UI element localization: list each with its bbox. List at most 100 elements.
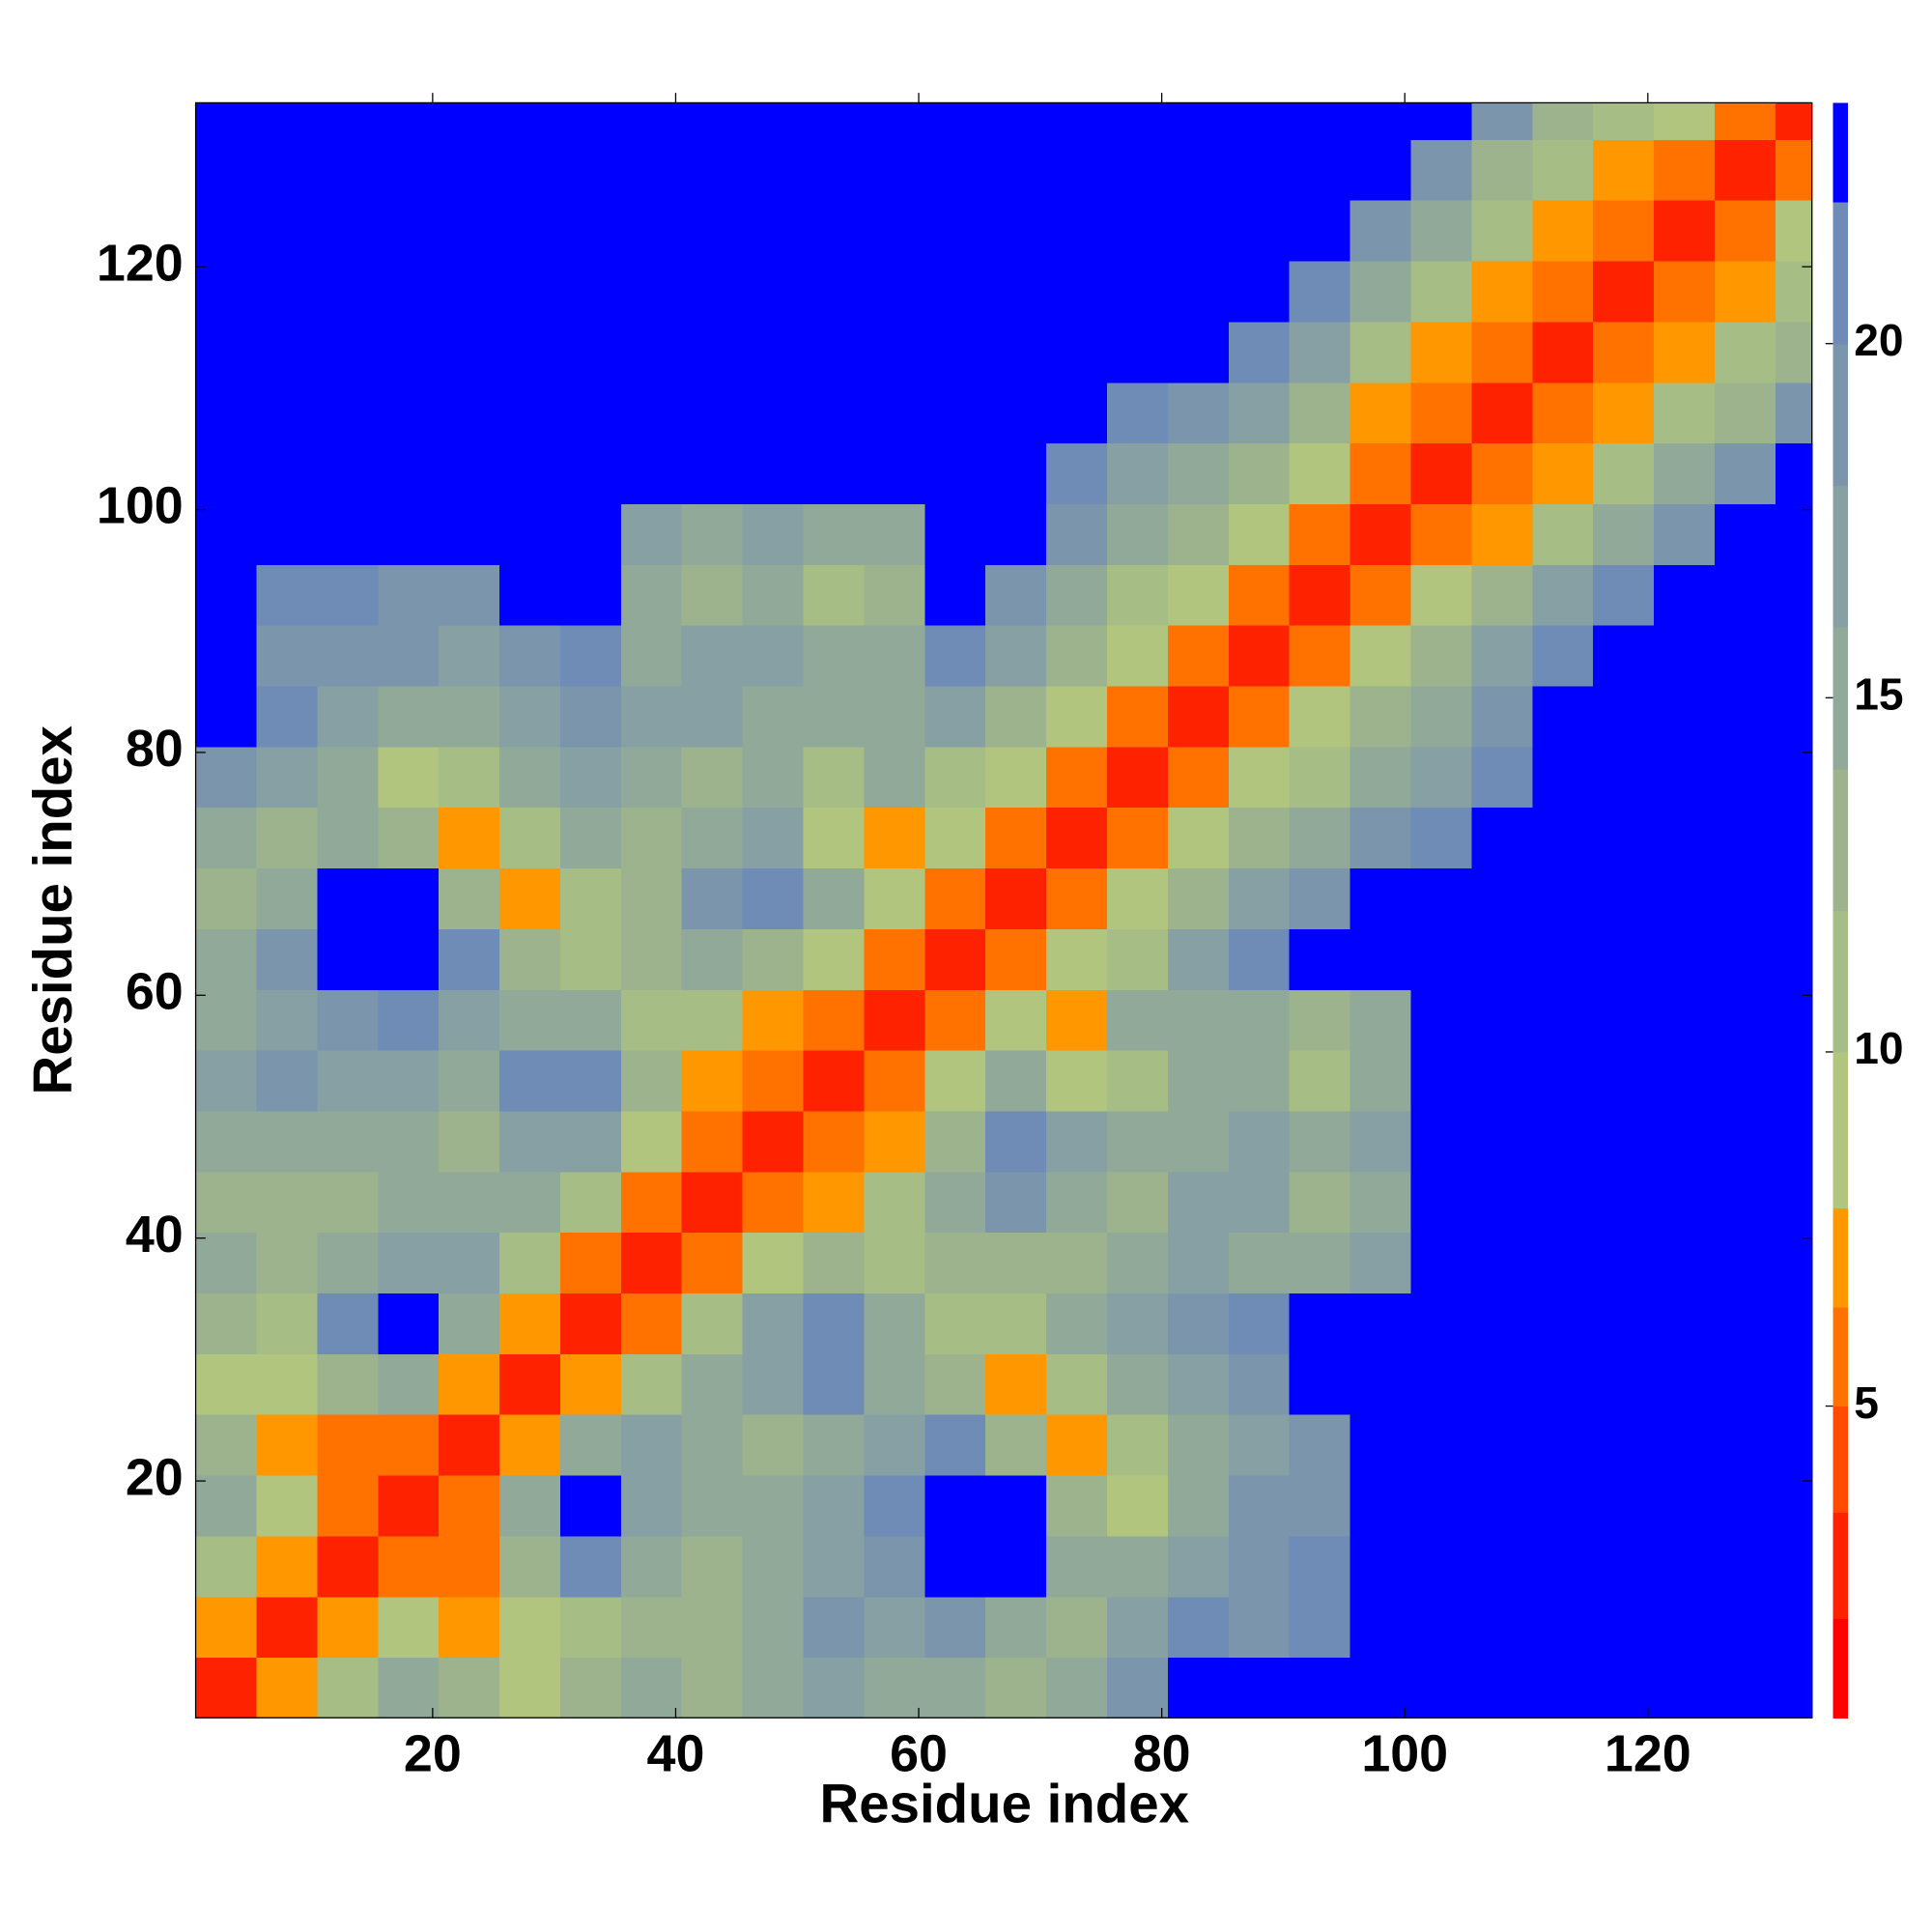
heatmap-cell [1410,928,1473,990]
heatmap-cell [378,139,440,201]
heatmap-cell [864,1657,926,1719]
heatmap-cell [317,1232,380,1294]
heatmap-cell [195,807,258,869]
heatmap-cell [1228,989,1291,1051]
heatmap-cell [1593,564,1655,626]
heatmap-cell [1593,1171,1655,1234]
heatmap-cell [864,989,926,1051]
heatmap-cell [195,1110,258,1173]
heatmap-cell [256,1110,319,1173]
heatmap-cell [803,382,866,444]
heatmap-cell [864,1596,926,1659]
heatmap-cell [1715,1413,1776,1476]
heatmap-cell [317,139,380,201]
heatmap-cell [1471,260,1534,323]
heatmap-cell [864,382,926,444]
heatmap-cell [378,102,440,140]
heatmap-cell [681,1171,744,1234]
heatmap-cell [256,1413,319,1476]
heatmap-cell [317,1535,380,1598]
heatmap-cell [1775,382,1813,444]
heatmap-cell [803,1657,866,1719]
heatmap-cell [985,1049,1047,1112]
heatmap-cell [620,746,683,809]
heatmap-cell [620,321,683,384]
heatmap-cell [378,382,440,444]
heatmap-cell [803,139,866,201]
heatmap-cell [499,382,561,444]
heatmap-cell [1410,1293,1473,1354]
heatmap-cell [1654,442,1716,504]
x-tick-label: 40 [647,1724,705,1782]
heatmap-cell [742,1293,805,1354]
heatmap-cell [1167,1353,1230,1415]
colorbar-tick-label: 20 [1854,315,1903,365]
heatmap-cell [1350,382,1412,444]
heatmap-cell [1471,1474,1534,1537]
heatmap-cell [499,260,561,323]
y-tick-label: 80 [126,720,184,778]
heatmap-cell [1046,1413,1108,1476]
heatmap-cell [1350,1413,1412,1476]
heatmap-cell [1289,807,1351,869]
heatmap-cell [1228,1657,1291,1719]
heatmap-cell [924,102,987,140]
heatmap-cell [681,1353,744,1415]
heatmap-cell [1775,1232,1813,1294]
heatmap-cell [1228,260,1291,323]
heatmap-cell [1471,746,1534,809]
heatmap-cell [742,442,805,504]
heatmap-cell [195,503,258,565]
heatmap-cell [1107,867,1169,929]
heatmap-cell [1532,139,1594,201]
heatmap-cell [924,928,987,990]
heatmap-cell [378,1535,440,1598]
heatmap-cell [1532,1657,1594,1719]
heatmap-cell [1046,1474,1108,1537]
heatmap-cell [1107,199,1169,262]
heatmap-cell [1046,989,1108,1051]
heatmap-cell [1715,624,1776,687]
heatmap-cell [1046,807,1108,869]
heatmap-cell [864,1353,926,1415]
heatmap-cell [1775,807,1813,869]
heatmap-cell [256,1353,319,1415]
heatmap-cell [803,260,866,323]
colorbar-tick-label: 10 [1854,1023,1903,1073]
heatmap-cell [1532,685,1594,748]
heatmap-cell [681,139,744,201]
heatmap-cell [378,1171,440,1234]
heatmap-cell [378,1596,440,1659]
heatmap-cell [1654,1474,1716,1537]
heatmap-cell [317,1596,380,1659]
heatmap-cell [1350,685,1412,748]
heatmap-cell [803,1293,866,1354]
colorbar-tick-label: 15 [1854,669,1903,720]
heatmap-cell [1593,1110,1655,1173]
heatmap-cell [1107,1596,1169,1659]
colorbar-band [1833,768,1848,911]
heatmap-cell [803,1474,866,1537]
heatmap-cell [1775,1596,1813,1659]
heatmap-cell [1107,1232,1169,1294]
heatmap-cell [439,1596,500,1659]
heatmap-cell [803,321,866,384]
heatmap-cell [1046,382,1108,444]
heatmap-cell [1532,1596,1594,1659]
heatmap-cell [985,1413,1047,1476]
heatmap-cell [378,503,440,565]
heatmap-cell [195,1232,258,1294]
heatmap-cell [681,260,744,323]
heatmap-cell [1654,102,1716,140]
heatmap-cell [1228,685,1291,748]
heatmap-cell [499,199,561,262]
heatmap-cell [317,1413,380,1476]
heatmap-cell [1471,807,1534,869]
heatmap-cell [1715,1110,1776,1173]
heatmap-cell [1167,807,1230,869]
heatmap-cell [195,1657,258,1719]
heatmap-cell [1046,1535,1108,1598]
heatmap-cell [1593,624,1655,687]
heatmap-cell [803,1413,866,1476]
heatmap-cell [620,1413,683,1476]
